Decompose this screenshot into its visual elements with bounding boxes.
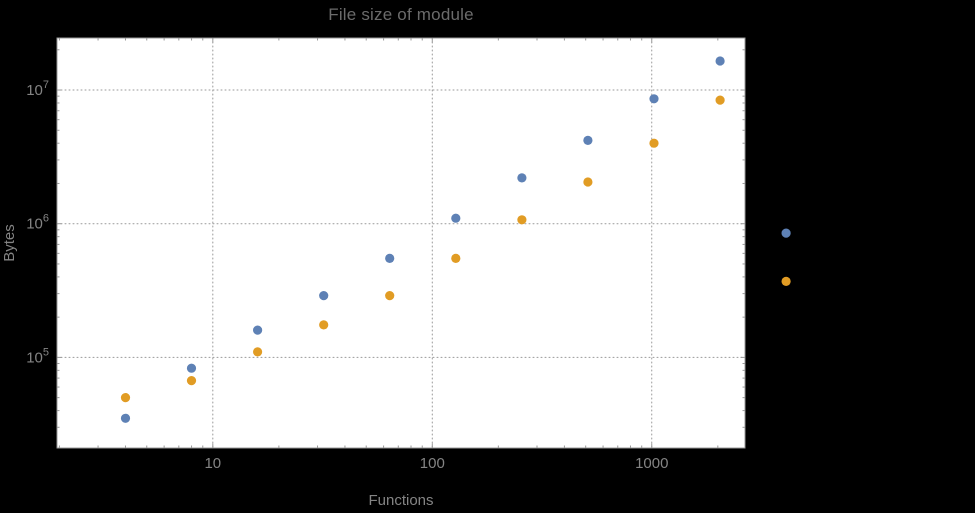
x-axis-label: Functions (368, 492, 433, 509)
y-tick-label: 105 (26, 346, 49, 366)
chart-title: File size of module (328, 5, 474, 24)
data-point-series-orange (186, 376, 197, 386)
x-tick-label: 1000 (635, 455, 668, 472)
plot-generated: 10 100 1000 105 106 107 (26, 37, 791, 472)
y-tick-label: 107 (26, 79, 49, 99)
data-point-series-orange (451, 253, 461, 263)
data-point-series-blue (583, 135, 593, 145)
data-point-series-orange (781, 276, 791, 286)
y-axis-label: Bytes (1, 224, 18, 262)
data-point-series-orange (253, 347, 263, 357)
data-point-series-blue (451, 213, 461, 223)
x-tick-label: 10 (204, 455, 221, 472)
data-point-series-blue (517, 173, 527, 183)
data-point-series-blue (253, 325, 263, 335)
data-point-series-orange (120, 393, 131, 403)
data-point-series-blue (120, 413, 131, 423)
data-point-series-orange (715, 95, 725, 105)
plot-frame (56, 37, 746, 449)
data-point-series-blue (781, 228, 791, 238)
data-point-series-orange (517, 215, 527, 225)
data-point-series-orange (583, 177, 593, 187)
data-point-series-orange (319, 320, 329, 330)
x-tick-label: 100 (420, 455, 445, 472)
plot-area (57, 38, 745, 448)
data-point-series-orange (649, 138, 659, 148)
data-point-series-orange (385, 291, 395, 301)
data-point-series-blue (385, 253, 395, 263)
y-tick-label: 106 (26, 213, 49, 233)
data-point-series-blue (186, 363, 197, 373)
data-point-series-blue (715, 56, 725, 66)
data-point-series-blue (649, 94, 659, 104)
data-point-series-blue (319, 291, 329, 301)
